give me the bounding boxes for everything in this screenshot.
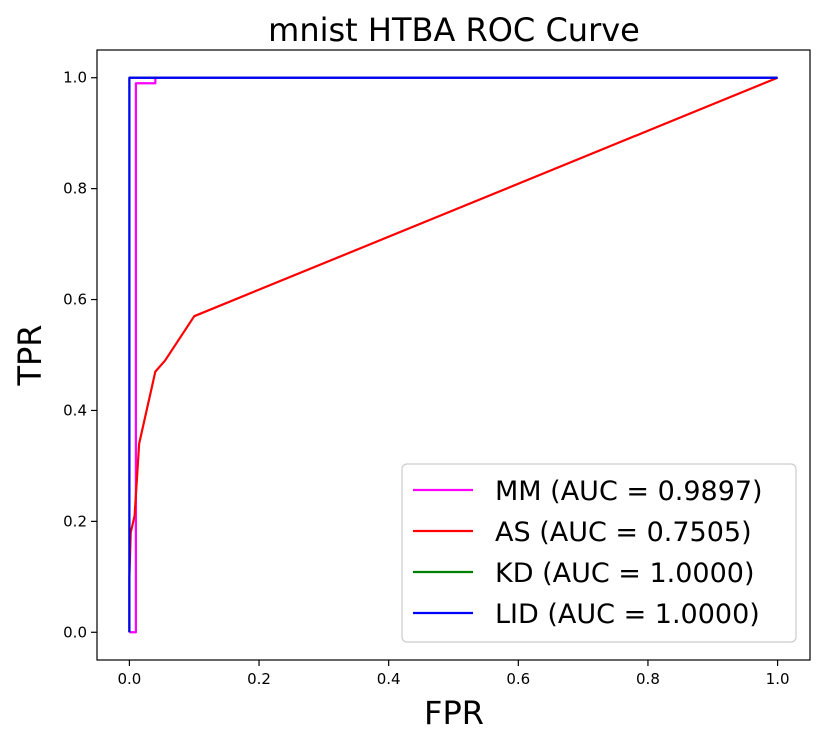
y-tick-label: 0.8	[63, 180, 87, 198]
series-line-lid	[128, 76, 778, 633]
plot-area	[96, 49, 811, 661]
legend: MM (AUC = 0.9897) AS (AUC = 0.7505) KD (AU…	[401, 463, 797, 643]
y-axis-label: TPR	[11, 324, 49, 386]
x-axis-label: FPR	[424, 694, 484, 732]
legend-label: AS (AUC = 0.7505)	[495, 517, 752, 548]
x-tick-label: 0.4	[377, 670, 401, 688]
legend-label: LID (AUC = 1.0000)	[495, 599, 760, 630]
axis-ticks: 0.0 0.2 0.4 0.6 0.8 1.0 0.0 0.2 0.4 0.6 0.8 1.0	[63, 69, 789, 688]
x-tick-label: 0.2	[247, 670, 271, 688]
y-tick-label: 0.2	[63, 512, 87, 530]
x-tick-label: 1.0	[766, 670, 790, 688]
axes-frame	[96, 49, 811, 661]
y-tick-label: 0.0	[63, 623, 87, 641]
legend-label: KD (AUC = 1.0000)	[495, 558, 755, 589]
y-tick-label: 1.0	[63, 69, 87, 87]
y-tick-label: 0.4	[63, 401, 87, 419]
legend-label: MM (AUC = 0.9897)	[495, 476, 763, 507]
chart-title: mnist HTBA ROC Curve	[268, 11, 640, 49]
x-tick-label: 0.8	[636, 670, 660, 688]
y-tick-label: 0.6	[63, 291, 87, 309]
x-tick-label: 0.0	[117, 670, 141, 688]
legend-box	[401, 463, 797, 643]
x-tick-label: 0.6	[506, 670, 530, 688]
